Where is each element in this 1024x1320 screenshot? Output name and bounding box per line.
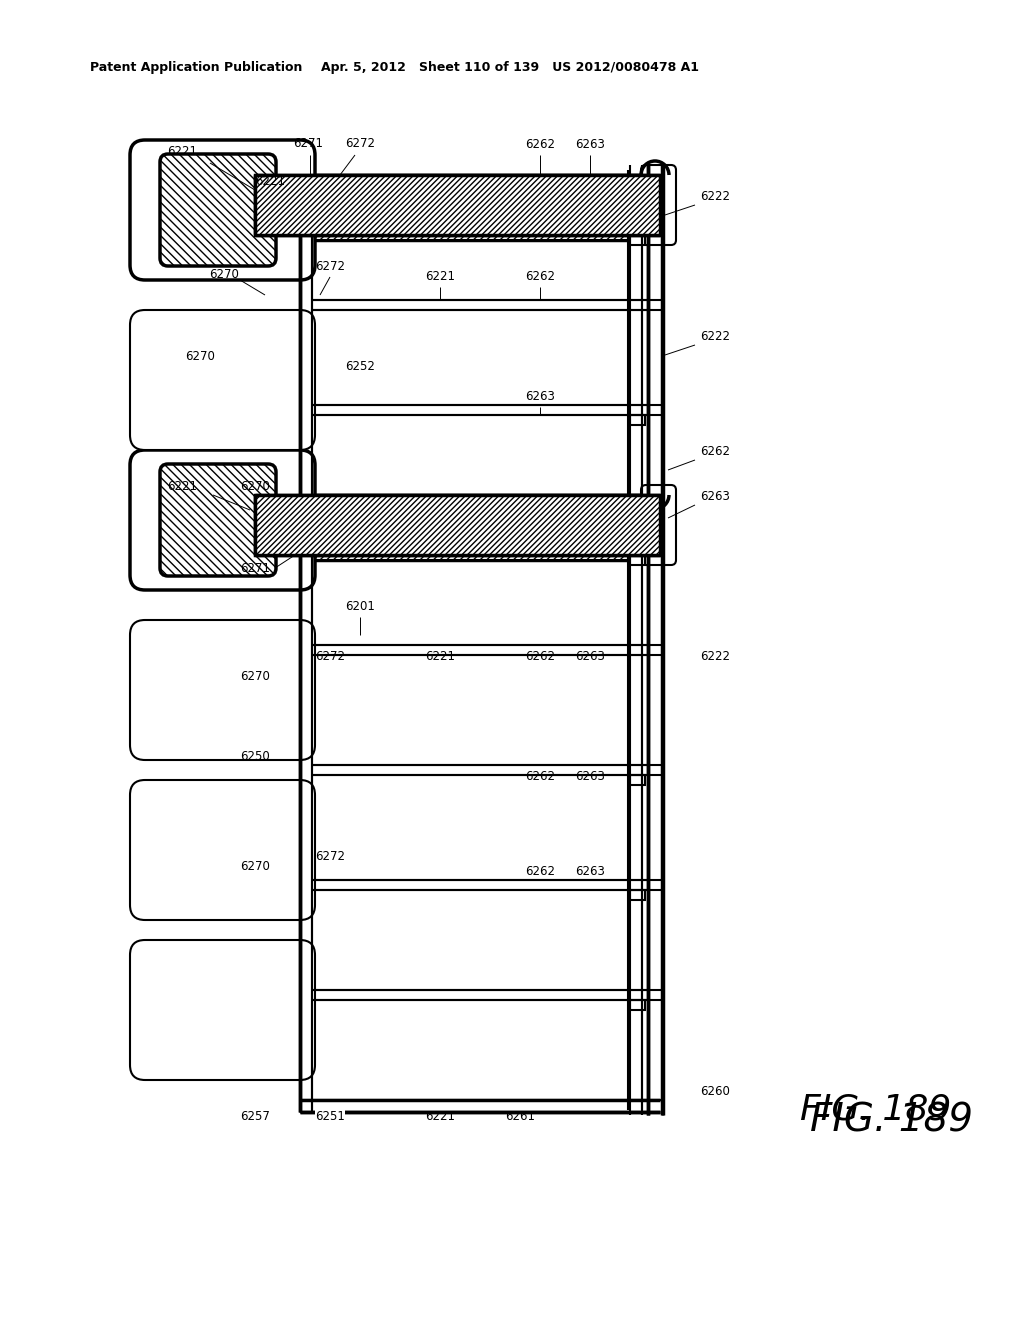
Text: 6263: 6263 — [575, 865, 605, 878]
Bar — [255, 176, 660, 240]
Text: 6261: 6261 — [505, 1110, 535, 1123]
Text: 6221: 6221 — [425, 1110, 455, 1123]
Text: 6263: 6263 — [525, 389, 555, 403]
Text: 6263: 6263 — [700, 490, 730, 503]
Text: 6262: 6262 — [525, 865, 555, 878]
Bar — [630, 554, 645, 565]
Bar — [255, 495, 660, 560]
Text: 6263: 6263 — [575, 139, 605, 150]
Text: 6221: 6221 — [255, 176, 285, 187]
Bar — [630, 1001, 645, 1010]
Text: 6222: 6222 — [700, 190, 730, 203]
Bar — [650, 554, 670, 564]
Text: 6262: 6262 — [525, 649, 555, 663]
Text: Patent Application Publication: Patent Application Publication — [90, 62, 302, 74]
Text: 6270: 6270 — [240, 480, 270, 492]
Text: 6257: 6257 — [240, 1110, 270, 1123]
Text: 6221: 6221 — [167, 145, 197, 158]
Text: Apr. 5, 2012   Sheet 110 of 139   US 2012/0080478 A1: Apr. 5, 2012 Sheet 110 of 139 US 2012/00… — [321, 62, 699, 74]
Bar — [630, 775, 645, 785]
Text: 6262: 6262 — [525, 770, 555, 783]
Text: 6222: 6222 — [700, 649, 730, 663]
Text: 6270: 6270 — [240, 861, 270, 873]
Text: 6262: 6262 — [700, 445, 730, 458]
Bar — [630, 235, 645, 246]
Text: 6271: 6271 — [293, 137, 323, 150]
FancyBboxPatch shape — [641, 165, 676, 246]
FancyBboxPatch shape — [130, 140, 315, 280]
Text: 6201: 6201 — [345, 601, 375, 612]
Text: 6263: 6263 — [575, 649, 605, 663]
Text: 6251: 6251 — [315, 1110, 345, 1123]
FancyBboxPatch shape — [130, 310, 315, 450]
Text: 6221: 6221 — [425, 649, 455, 663]
Text: 6272: 6272 — [315, 260, 345, 273]
Text: 6272: 6272 — [345, 137, 375, 150]
Bar — [630, 414, 645, 425]
FancyBboxPatch shape — [641, 484, 676, 565]
Text: FIG. 189: FIG. 189 — [800, 1093, 951, 1127]
Text: 6260: 6260 — [700, 1085, 730, 1098]
Text: 6222: 6222 — [700, 330, 730, 343]
Bar — [255, 176, 660, 235]
FancyBboxPatch shape — [130, 450, 315, 590]
Text: 6271: 6271 — [240, 562, 270, 576]
Bar — [650, 235, 670, 243]
FancyBboxPatch shape — [130, 780, 315, 920]
Text: 6272: 6272 — [315, 850, 345, 863]
FancyBboxPatch shape — [160, 154, 276, 267]
FancyBboxPatch shape — [160, 465, 276, 576]
Text: 6252: 6252 — [345, 360, 375, 374]
Text: 6270: 6270 — [240, 671, 270, 682]
Text: 6270: 6270 — [185, 350, 215, 363]
Text: 6263: 6263 — [575, 770, 605, 783]
Text: 6262: 6262 — [525, 139, 555, 150]
Text: 6262: 6262 — [525, 271, 555, 282]
Text: 6272: 6272 — [315, 649, 345, 663]
Bar — [255, 495, 660, 554]
FancyBboxPatch shape — [130, 940, 315, 1080]
Bar — [255, 495, 660, 560]
Text: FIG. 189: FIG. 189 — [810, 1101, 973, 1139]
Bar — [630, 890, 645, 900]
FancyBboxPatch shape — [130, 620, 315, 760]
Text: 6221: 6221 — [425, 271, 455, 282]
Text: 6250: 6250 — [240, 750, 270, 763]
Text: 6221: 6221 — [167, 480, 197, 492]
Text: 6270: 6270 — [209, 268, 239, 281]
Bar — [255, 176, 660, 240]
